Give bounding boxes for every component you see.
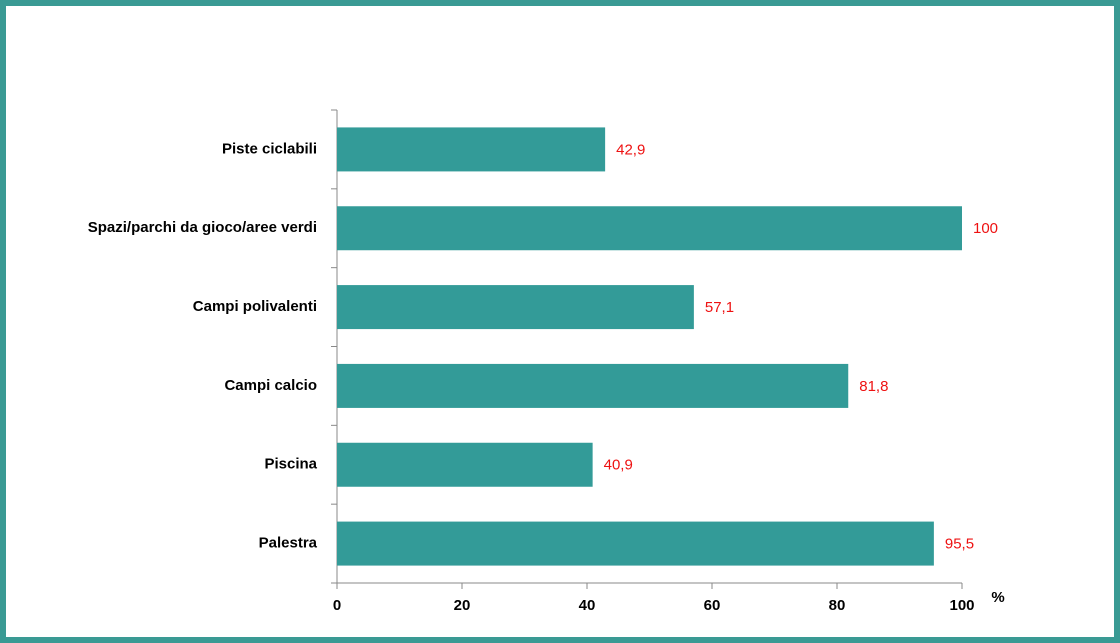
value-label: 81,8 (859, 378, 888, 395)
bar (337, 363, 849, 408)
x-axis-label: % (991, 589, 1004, 606)
x-tick-label: 80 (829, 597, 846, 614)
y-tick-label: Campi calcio (224, 377, 317, 394)
value-label: 95,5 (945, 536, 974, 553)
value-label: 40,9 (604, 457, 633, 474)
bar (337, 521, 934, 566)
y-tick-label: Spazi/parchi da gioco/aree verdi (88, 219, 317, 236)
x-tick-label: 100 (949, 597, 974, 614)
bar (337, 285, 694, 330)
x-tick-label: 60 (704, 597, 721, 614)
bar (337, 206, 962, 251)
value-label: 100 (973, 220, 998, 237)
value-label: 57,1 (705, 299, 734, 316)
y-tick-label: Campi polivalenti (193, 298, 317, 315)
y-tick-label: Piste ciclabili (222, 140, 317, 157)
y-tick-label: Piscina (264, 456, 317, 473)
bar (337, 127, 606, 172)
x-tick-label: 20 (454, 597, 471, 614)
x-tick-label: 40 (579, 597, 596, 614)
value-label: 42,9 (616, 141, 645, 158)
x-tick-label: 0 (333, 597, 341, 614)
bar (337, 442, 593, 487)
y-tick-label: Palestra (259, 535, 318, 552)
